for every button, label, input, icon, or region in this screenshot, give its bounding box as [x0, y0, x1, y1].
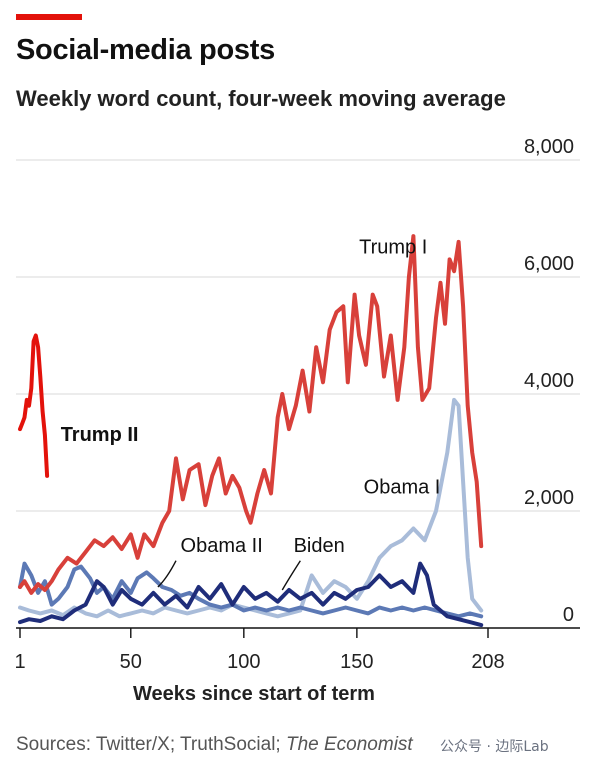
x-tick-label: 150 — [340, 651, 373, 673]
y-tick-label: 8,000 — [524, 136, 574, 158]
source-publication: The Economist — [285, 734, 413, 755]
y-tick-label: 6,000 — [524, 253, 574, 275]
series-label-biden: Biden — [294, 535, 345, 557]
series-lines — [18, 234, 484, 628]
leader-line-obama-ii — [157, 560, 177, 588]
x-tick-label: 100 — [227, 651, 260, 673]
chart-title: Social-media posts — [16, 34, 275, 66]
watermark: 公众号 · 边际Lab — [440, 739, 549, 755]
x-tick-label: 1 — [14, 651, 25, 673]
economist-accent-bar — [16, 14, 82, 20]
y-tick-label: 2,000 — [524, 487, 574, 509]
y-tick-label-zero: 0 — [563, 604, 574, 626]
series-line-trump-i — [18, 234, 484, 595]
annotations: Trump I Trump II Obama I Obama II Biden — [61, 237, 441, 591]
x-axis-title: Weeks since start of term — [133, 683, 375, 705]
series-label-obama-ii: Obama II — [181, 535, 263, 557]
series-label-trump-i: Trump I — [359, 237, 427, 259]
x-tick-label: 50 — [120, 651, 142, 673]
series-label-obama-i: Obama I — [364, 476, 441, 498]
series-line-trump-ii — [18, 333, 50, 478]
series-line-biden — [18, 561, 484, 628]
x-tick-label: 208 — [471, 651, 504, 673]
source-prefix: Sources: Twitter/X; TruthSocial; — [16, 734, 286, 755]
series-label-trump-ii: Trump II — [61, 424, 139, 446]
leader-line-biden — [281, 560, 301, 591]
y-tick-label: 4,000 — [524, 370, 574, 392]
grid-lines — [16, 159, 580, 512]
series-line-obama-ii — [18, 561, 484, 619]
chart-subtitle: Weekly word count, four-week moving aver… — [16, 86, 506, 111]
source-note: Sources: Twitter/X; TruthSocial; The Eco… — [16, 734, 413, 756]
series-line-obama-i — [18, 397, 484, 619]
